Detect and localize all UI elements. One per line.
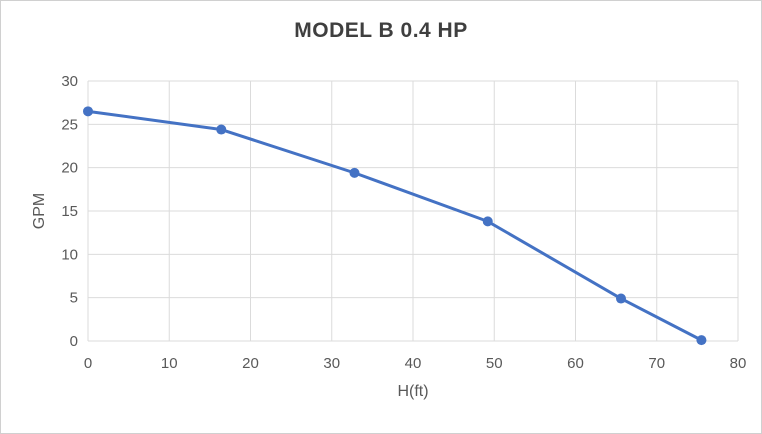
data-point-marker xyxy=(216,124,227,135)
x-tick-label: 10 xyxy=(161,355,178,372)
chart-title: MODEL B 0.4 HP xyxy=(294,19,468,42)
x-tick-label: 60 xyxy=(567,355,584,372)
x-tick-label: 80 xyxy=(730,355,747,372)
data-point-marker xyxy=(83,106,93,117)
data-point-marker xyxy=(616,293,626,304)
x-tick-label: 30 xyxy=(323,355,340,372)
x-tick-label: 70 xyxy=(648,355,665,372)
y-tick-label: 25 xyxy=(61,116,78,133)
data-point-marker xyxy=(482,216,493,227)
y-tick-label: 20 xyxy=(61,160,78,177)
y-tick-label: 15 xyxy=(61,203,78,220)
y-tick-label: 5 xyxy=(70,290,78,307)
y-tick-label: 0 xyxy=(70,333,78,350)
data-point-marker xyxy=(696,335,707,346)
x-tick-label: 40 xyxy=(405,355,422,372)
y-tick-label: 30 xyxy=(61,73,78,90)
y-tick-label: 10 xyxy=(61,246,78,263)
x-tick-label: 0 xyxy=(84,355,92,372)
data-point-marker xyxy=(349,167,360,178)
series-line xyxy=(86,109,703,342)
x-tick-label: 50 xyxy=(486,355,503,372)
x-axis-title: H(ft) xyxy=(397,383,429,400)
x-tick-label: 20 xyxy=(242,355,259,372)
